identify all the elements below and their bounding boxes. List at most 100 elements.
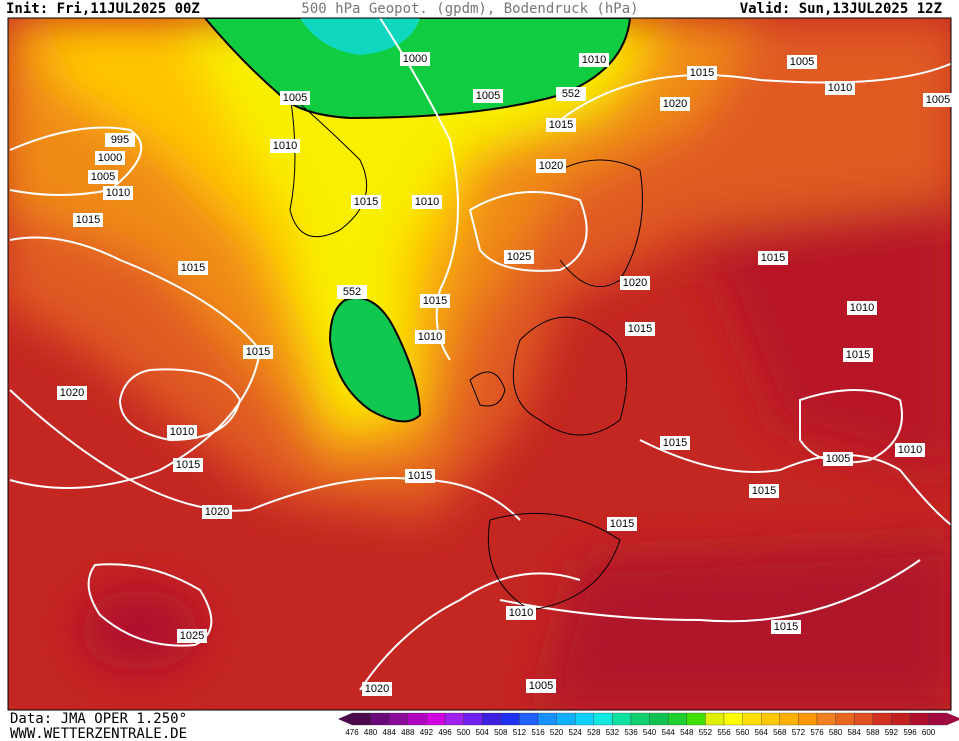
isobar-label: 1015 <box>687 66 717 80</box>
website: WWW.WETTERZENTRALE.DE <box>10 726 187 741</box>
isobar-label: 1000 <box>95 151 125 165</box>
label-text: 1015 <box>761 252 785 264</box>
colorbar-swatch <box>686 712 706 726</box>
label-box <box>607 517 637 531</box>
label-text: 1010 <box>828 82 852 94</box>
colorbar-swatch <box>407 712 427 726</box>
isobar-label: 1010 <box>506 606 536 620</box>
label-box <box>847 301 877 315</box>
label-text: 1015 <box>663 437 687 449</box>
isobar-label: 1020 <box>620 276 650 290</box>
label-box <box>280 91 310 105</box>
colorbar-swatch <box>351 712 371 726</box>
colorbar-label: 492 <box>420 728 434 737</box>
label-text: 1015 <box>181 262 205 274</box>
isobar-label: 1005 <box>473 89 503 103</box>
label-text: 1010 <box>509 607 533 619</box>
colorbar-swatch <box>370 712 390 726</box>
colorbar-label: 508 <box>494 728 508 737</box>
colorbar-swatch <box>593 712 613 726</box>
isobar-label: 1005 <box>823 452 853 466</box>
colorbar-swatch <box>612 712 632 726</box>
label-text: 1010 <box>898 444 922 456</box>
label-text: 1010 <box>273 140 297 152</box>
isobar-label: 1015 <box>758 251 788 265</box>
label-box <box>536 159 566 173</box>
label-text: 552 <box>343 286 361 298</box>
isobar-label: 1020 <box>536 159 566 173</box>
colorbar-label: 500 <box>457 728 471 737</box>
label-box <box>243 345 273 359</box>
colorbar-arrow-left <box>338 713 352 725</box>
isobar-label: 1025 <box>177 629 207 643</box>
isobar-label: 1010 <box>167 425 197 439</box>
label-text: 1020 <box>663 98 687 110</box>
colorbar-label: 520 <box>550 728 564 737</box>
isobar-label: 1020 <box>202 505 232 519</box>
isobar-labels: 995 1000 1005 1010 1015 1015 1010 1005 1000 1005 5… <box>57 52 953 696</box>
label-box <box>749 484 779 498</box>
colorbar-label: 528 <box>587 728 601 737</box>
isobars <box>9 18 951 691</box>
isobar-label: 1005 <box>787 55 817 69</box>
label-box <box>412 195 442 209</box>
label-box <box>787 55 817 69</box>
label-box <box>923 93 953 107</box>
colorbar-swatch <box>519 712 539 726</box>
colorbar-label: 584 <box>848 728 862 737</box>
colorbar-swatch <box>723 712 743 726</box>
colorbar-label: 484 <box>383 728 397 737</box>
label-text: 1005 <box>283 92 307 104</box>
label-box <box>823 452 853 466</box>
label-box <box>270 139 300 153</box>
label-box <box>178 261 208 275</box>
isobar-label: 1015 <box>625 322 655 336</box>
isobar-label: 1015 <box>749 484 779 498</box>
label-text: 1010 <box>582 54 606 66</box>
colorbar-label: 564 <box>755 728 769 737</box>
colorbar-swatch <box>872 712 892 726</box>
isobar-label: 1000 <box>400 52 430 66</box>
colorbar-swatch <box>928 712 948 726</box>
label-box <box>202 505 232 519</box>
isobar-label: 1010 <box>895 443 925 457</box>
isobar-label: 1015 <box>73 213 103 227</box>
label-text: 1015 <box>774 621 798 633</box>
label-box <box>400 52 430 66</box>
map-frame <box>7 17 952 711</box>
label-box <box>103 186 133 200</box>
isobar-label: 552 <box>556 87 586 101</box>
label-text: 1000 <box>403 53 427 65</box>
colorbar-label: 576 <box>810 728 824 737</box>
label-box <box>420 294 450 308</box>
colorbar-label: 516 <box>531 728 545 737</box>
label-box <box>825 81 855 95</box>
isobar-label: 1015 <box>843 348 873 362</box>
colorbar-swatch <box>742 712 762 726</box>
label-text: 1020 <box>60 387 84 399</box>
label-box <box>526 679 556 693</box>
colorbar-label: 572 <box>792 728 806 737</box>
label-box <box>415 330 445 344</box>
low-height-area <box>203 18 632 120</box>
label-box <box>504 250 534 264</box>
colorbar-swatch <box>482 712 501 726</box>
isobar-label: 1005 <box>923 93 953 107</box>
label-text: 1015 <box>354 196 378 208</box>
colorbar-label: 532 <box>606 728 620 737</box>
isobar-label: 1015 <box>607 517 637 531</box>
label-text: 1015 <box>610 518 634 530</box>
map-field <box>8 18 951 710</box>
label-text: 1020 <box>205 506 229 518</box>
valid-time: Valid: Sun,13JUL2025 12Z <box>740 1 942 17</box>
colorbar-label: 496 <box>438 728 452 737</box>
label-text: 1025 <box>180 630 204 642</box>
colorbar-swatch <box>835 712 855 726</box>
label-text: 1010 <box>106 187 130 199</box>
label-text: 1015 <box>752 485 776 497</box>
colorbar-label: 568 <box>773 728 787 737</box>
label-text: 1005 <box>790 56 814 68</box>
isobar-label: 552 <box>337 285 367 299</box>
colorbar-label: 592 <box>885 728 899 737</box>
isobar-label: 1010 <box>847 301 877 315</box>
